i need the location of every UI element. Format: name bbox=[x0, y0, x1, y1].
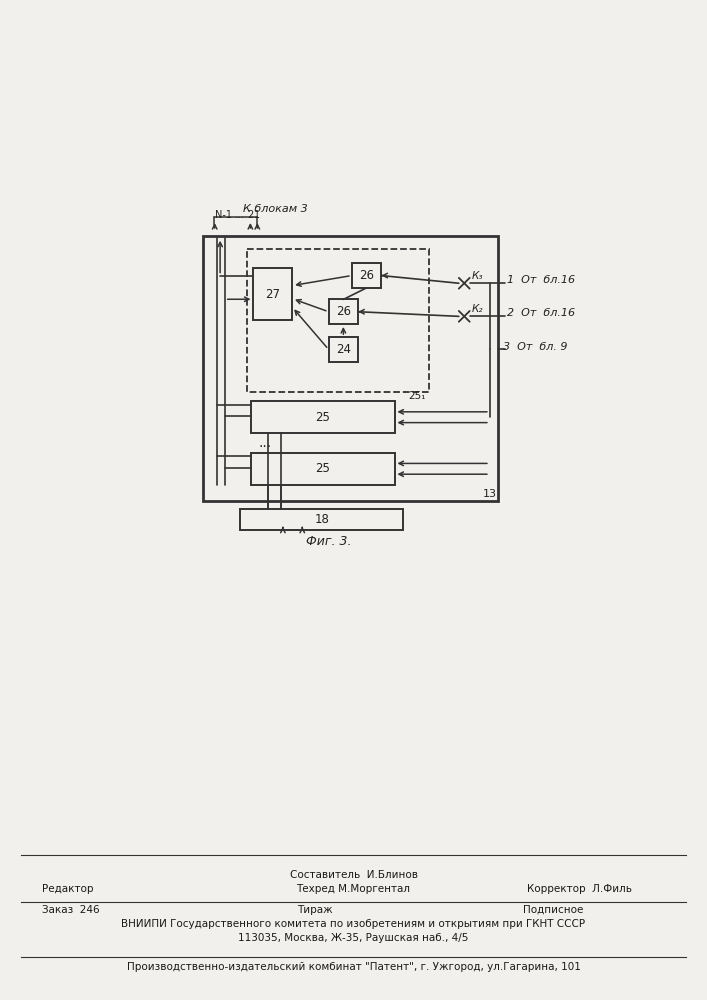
Text: Техред М.Моргентал: Техред М.Моргентал bbox=[296, 884, 411, 894]
Text: Тираж: Тираж bbox=[297, 905, 332, 915]
Text: К₃: К₃ bbox=[472, 271, 484, 281]
Text: Редактор: Редактор bbox=[42, 884, 94, 894]
Text: 2  От  бл.16: 2 От бл.16 bbox=[507, 308, 575, 318]
Text: ...: ... bbox=[235, 210, 245, 220]
Text: N-1: N-1 bbox=[215, 210, 232, 220]
Text: Составитель  И.Блинов: Составитель И.Блинов bbox=[289, 870, 418, 880]
Bar bbox=[251, 453, 395, 485]
Text: 25: 25 bbox=[315, 411, 330, 424]
Text: 26: 26 bbox=[336, 305, 351, 318]
Bar bbox=[247, 249, 429, 392]
Text: ...: ... bbox=[259, 436, 271, 450]
Text: 25₁: 25₁ bbox=[408, 391, 426, 401]
Text: Корректор  Л.Филь: Корректор Л.Филь bbox=[527, 884, 632, 894]
Text: К₂: К₂ bbox=[472, 304, 484, 314]
Text: 3  От  бл. 9: 3 От бл. 9 bbox=[503, 342, 568, 352]
Bar bbox=[251, 401, 395, 433]
Text: Заказ  246: Заказ 246 bbox=[42, 905, 100, 915]
Bar bbox=[352, 263, 381, 288]
Text: 1: 1 bbox=[255, 210, 260, 220]
Text: К блокам 3: К блокам 3 bbox=[243, 204, 308, 214]
Text: 18: 18 bbox=[314, 513, 329, 526]
Text: Производственно-издательский комбинат "Патент", г. Ужгород, ул.Гагарина, 101: Производственно-издательский комбинат "П… bbox=[127, 962, 580, 972]
Text: Фиг. 3.: Фиг. 3. bbox=[306, 535, 351, 548]
Text: 25: 25 bbox=[315, 462, 330, 475]
Text: 13: 13 bbox=[483, 489, 497, 499]
Text: 24: 24 bbox=[336, 343, 351, 356]
Text: 2: 2 bbox=[247, 210, 254, 220]
Text: Подписное: Подписное bbox=[523, 905, 583, 915]
Text: 113035, Москва, Ж-35, Раушская наб., 4/5: 113035, Москва, Ж-35, Раушская наб., 4/5 bbox=[238, 933, 469, 943]
Text: ВНИИПИ Государственного комитета по изобретениям и открытиям при ГКНТ СССР: ВНИИПИ Государственного комитета по изоб… bbox=[122, 919, 585, 929]
Text: 1  От  бл.16: 1 От бл.16 bbox=[507, 275, 575, 285]
Bar bbox=[329, 299, 358, 324]
Text: 27: 27 bbox=[265, 288, 280, 301]
Bar bbox=[329, 337, 358, 362]
Bar bbox=[203, 235, 498, 501]
Bar bbox=[240, 509, 403, 530]
Bar bbox=[253, 268, 292, 320]
Text: 26: 26 bbox=[359, 269, 374, 282]
